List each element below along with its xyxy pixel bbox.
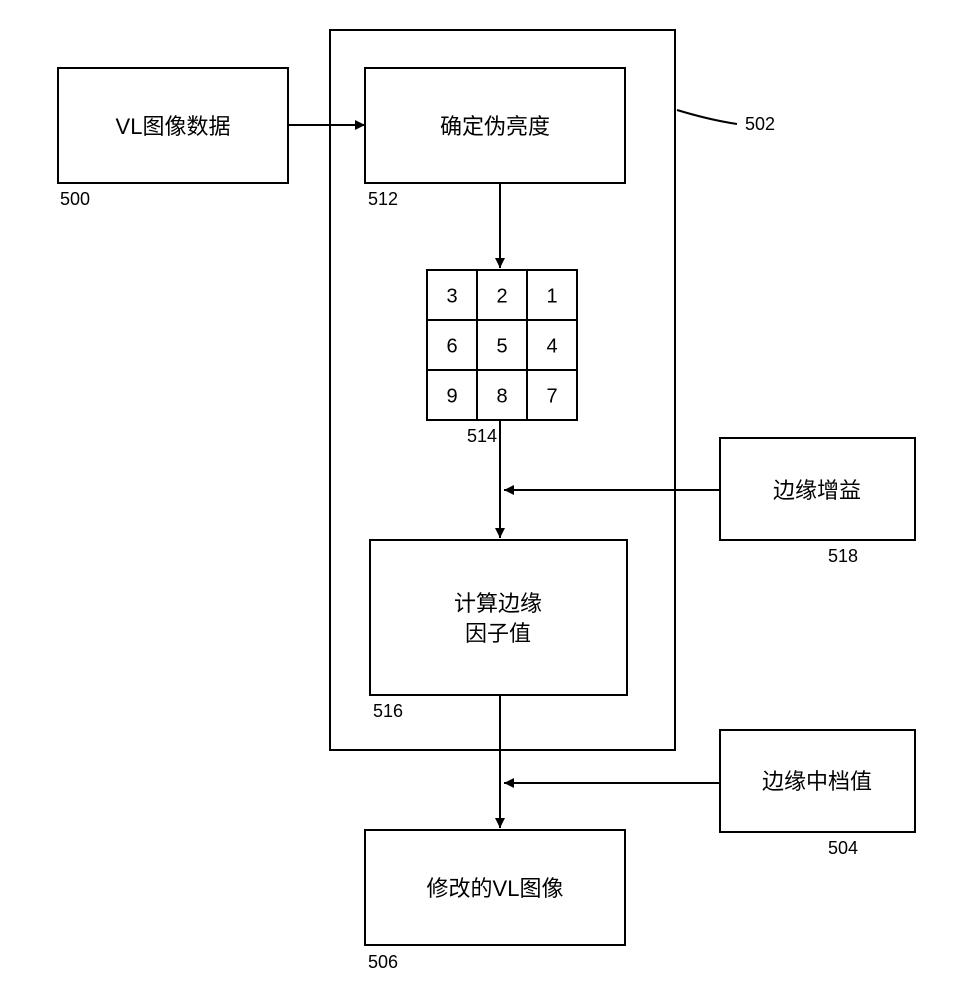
grid-cell-0-1: 2 [496, 285, 507, 307]
grid-cell-0-0: 3 [446, 285, 457, 307]
grid-cell-1-2: 4 [546, 335, 557, 357]
node-506-text: 修改的VL图像 [427, 876, 564, 901]
node-504-text: 边缘中档值 [762, 769, 872, 794]
node-516 [370, 540, 627, 695]
grid-cell-2-0: 9 [446, 385, 457, 407]
ref-516: 516 [373, 701, 403, 721]
ref-502: 502 [745, 114, 775, 134]
ref-514: 514 [467, 426, 497, 446]
node-500-text: VL图像数据 [116, 114, 231, 139]
ref-504: 504 [828, 838, 858, 858]
grid-514: 3 2 1 6 5 4 9 8 7 [427, 270, 577, 420]
ref-506: 506 [368, 952, 398, 972]
grid-cell-1-1: 5 [496, 335, 507, 357]
node-518-text: 边缘增益 [773, 478, 861, 503]
ref-518: 518 [828, 546, 858, 566]
ref-512: 512 [368, 189, 398, 209]
node-516-text-1: 计算边缘 [454, 591, 542, 616]
grid-cell-2-2: 7 [546, 385, 557, 407]
node-512-text: 确定伪亮度 [440, 114, 550, 139]
grid-cell-2-1: 8 [496, 385, 507, 407]
ref-500: 500 [60, 189, 90, 209]
grid-cell-0-2: 1 [546, 285, 557, 307]
node-516-text-2: 因子值 [465, 621, 531, 646]
leader-502 [677, 110, 737, 124]
grid-cell-1-0: 6 [446, 335, 457, 357]
